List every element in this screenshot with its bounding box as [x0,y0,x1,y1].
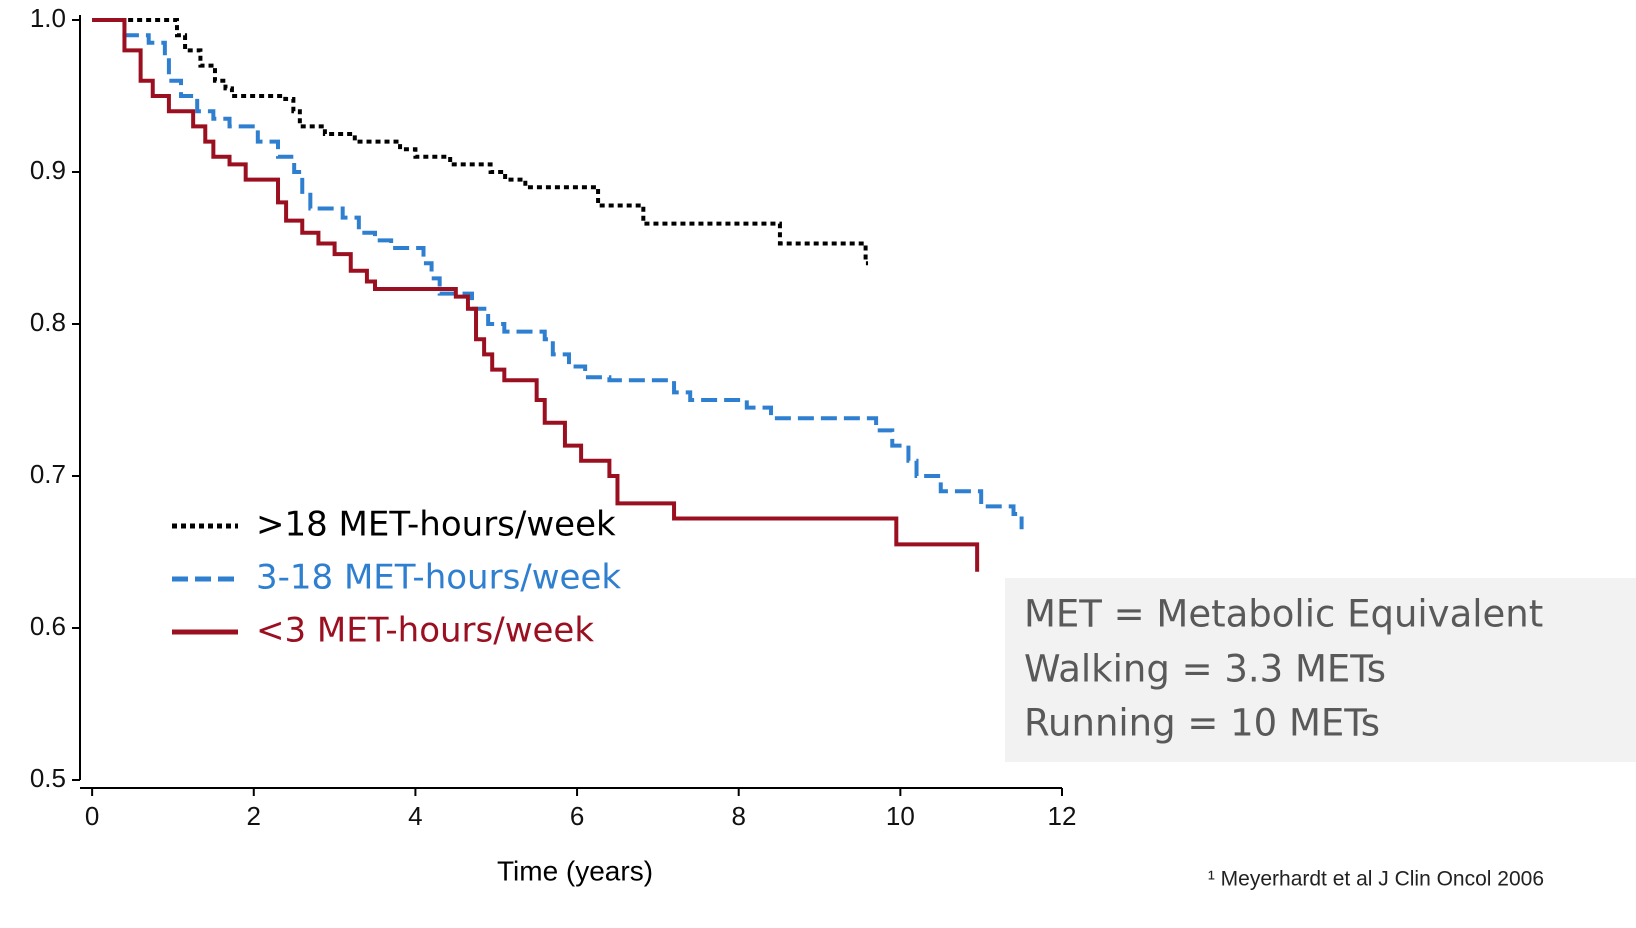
y-tick-label: 0.7 [30,459,66,489]
legend-label: <3 MET-hours/week [256,611,594,651]
note-line: Walking = 3.3 METs [1024,648,1386,691]
x-tick-label: 12 [1048,801,1077,831]
y-tick-label: 0.5 [30,763,66,793]
x-tick-label: 8 [731,801,745,831]
y-tick-label: 0.9 [30,155,66,185]
x-tick-label: 0 [85,801,99,831]
y-tick-label: 1.0 [30,3,66,33]
legend-label: 3-18 MET-hours/week [256,558,621,598]
x-tick-label: 2 [247,801,261,831]
x-axis-label: Time (years) [497,855,653,886]
survival-curve [92,18,1024,530]
x-tick-label: 10 [886,801,915,831]
legend-label: >18 MET-hours/week [256,505,616,545]
x-tick-label: 4 [408,801,422,831]
survival-curve [92,18,869,266]
note-box [1005,578,1636,762]
y-tick-label: 0.6 [30,611,66,641]
footnote: ¹ Meyerhardt et al J Clin Oncol 2006 [1208,868,1544,891]
note-line: MET = Metabolic Equivalent [1024,593,1543,636]
x-tick-label: 6 [570,801,584,831]
note-line: Running = 10 METs [1024,702,1380,745]
survival-curve [92,18,980,572]
y-tick-label: 0.8 [30,307,66,337]
